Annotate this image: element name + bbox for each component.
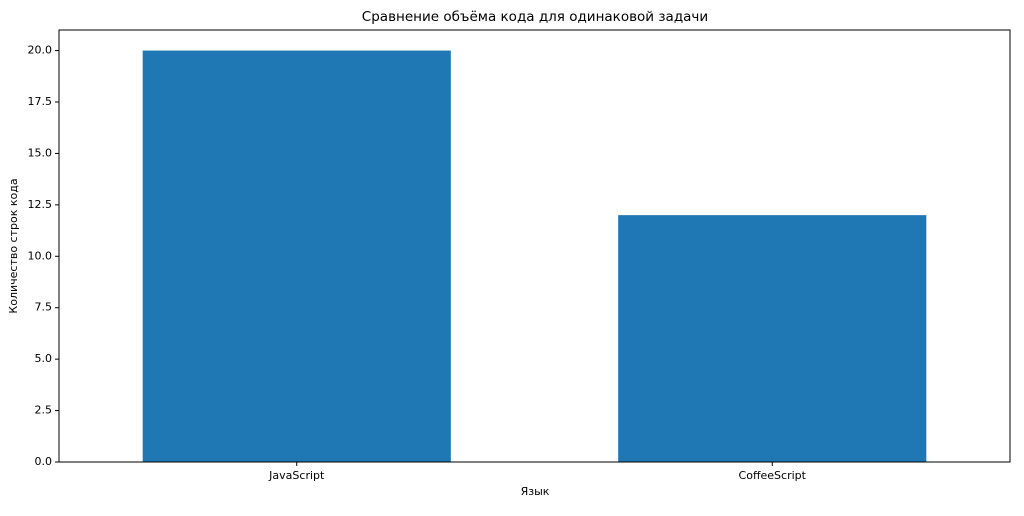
plot-frame bbox=[58, 29, 1011, 463]
y-tick-label: 10.0 bbox=[28, 249, 53, 262]
y-tick-label: 5.0 bbox=[35, 352, 53, 365]
chart-title: Сравнение объёма кода для одинаковой зад… bbox=[362, 9, 708, 25]
x-axis-label: Язык bbox=[521, 485, 550, 498]
y-tick-label: 20.0 bbox=[28, 44, 53, 57]
y-tick-label: 0.0 bbox=[35, 455, 53, 468]
bar bbox=[618, 215, 927, 462]
y-tick-label: 15.0 bbox=[28, 146, 53, 159]
y-tick-label: 17.5 bbox=[28, 95, 53, 108]
y-tick-label: 2.5 bbox=[35, 404, 53, 417]
y-axis-label: Количество строк кода bbox=[7, 178, 20, 313]
bar bbox=[142, 50, 451, 462]
x-tick-label: CoffeeScript bbox=[739, 469, 807, 482]
y-tick-label: 7.5 bbox=[35, 301, 53, 314]
y-tick-label: 12.5 bbox=[28, 198, 53, 211]
x-tick-label: JavaScript bbox=[268, 469, 325, 482]
